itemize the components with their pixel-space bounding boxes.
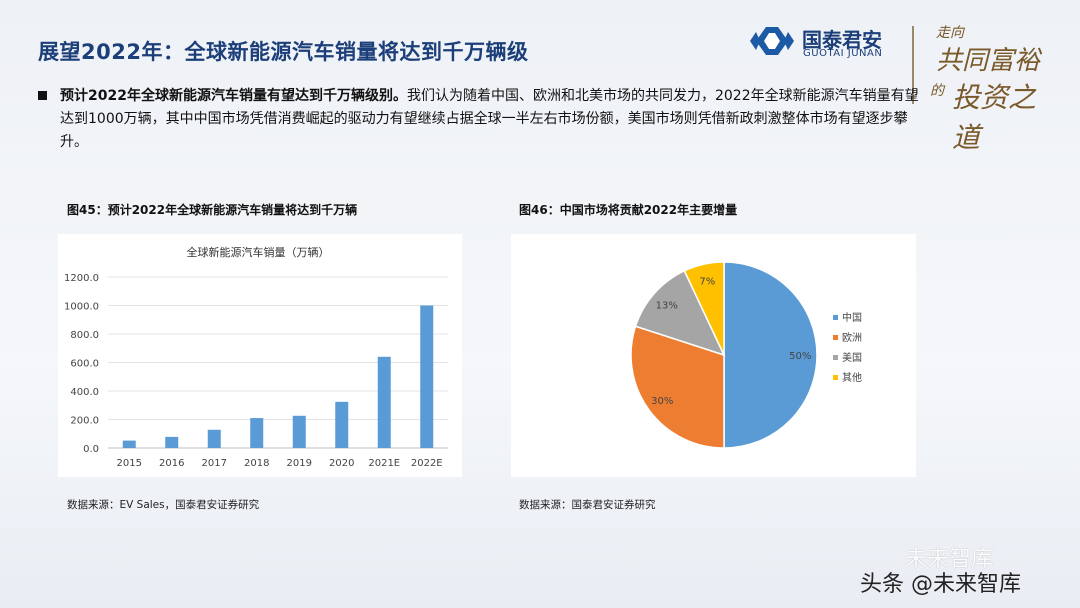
bar-x-tick-label: 2020 — [329, 458, 354, 469]
bar-2015 — [122, 440, 136, 448]
bullet-text: 预计2022年全球新能源汽车销量有望达到千万辆级别。我们认为随着中国、欧洲和北美… — [60, 85, 928, 154]
bar-2016 — [165, 436, 179, 448]
bar-x-tick-label: 2017 — [202, 458, 227, 469]
legend-label: 美国 — [842, 351, 862, 364]
watermark-bottom: 头条 @未来智库 — [860, 572, 1021, 597]
logo-english-name: GUOTAI JUNAN — [803, 48, 883, 59]
bar-2018 — [250, 418, 264, 448]
pie-data-label: 7% — [699, 277, 715, 288]
pie-data-label: 13% — [656, 301, 678, 312]
bar-2020 — [335, 401, 349, 448]
pie-slice-其他 — [683, 261, 725, 356]
bullet-body-text: 我们认为随着中国、欧洲和北美市场的共同发力，2022年全球新能源汽车销量有望达到… — [60, 88, 919, 150]
bar-chart: 全球新能源汽车销量（万辆） 0.0 200.0 400.0 600.0 800.0 100… — [64, 245, 448, 469]
bar-x-tick-label: 2019 — [287, 458, 312, 469]
legend-swatch — [833, 375, 838, 380]
fig46-source: 数据来源：国泰君安证券研究 — [519, 499, 656, 511]
legend-label: 其他 — [842, 371, 862, 384]
legend-swatch — [833, 315, 838, 320]
legend-label: 中国 — [842, 311, 862, 324]
bar-y-tick-label: 800.0 — [70, 330, 99, 341]
bullet-square-icon — [38, 91, 47, 100]
slogan-line-4: 投资之道 — [952, 81, 1037, 154]
logo-chinese-name: 国泰君安 — [802, 28, 882, 52]
pie-data-label: 50% — [789, 351, 811, 362]
pie-slice-欧洲 — [630, 325, 725, 449]
logo-divider — [912, 26, 914, 104]
page-title: 展望2022年：全球新能源汽车销量将达到千万辆级 — [38, 40, 529, 64]
slogan-line-1: 走向 — [936, 25, 964, 41]
fig46-panel: 50% 30% 13% 7% 中国欧洲美国其他 — [511, 234, 916, 477]
bar-chart-title: 全球新能源汽车销量（万辆） — [187, 245, 330, 259]
bar-2022E — [420, 305, 434, 448]
bar-x-tick-label: 2018 — [244, 458, 269, 469]
bar-y-tick-label: 600.0 — [70, 359, 99, 370]
slogan-line-2: 共同富裕 — [936, 46, 1041, 76]
bar-y-tick-label: 200.0 — [70, 416, 99, 427]
bar-x-tick-label: 2021E — [368, 458, 400, 469]
legend-swatch — [833, 355, 838, 360]
bar-y-tick-label: 1200.0 — [64, 273, 99, 284]
pie-slice-中国 — [723, 261, 818, 449]
company-logo: 国泰君安 GUOTAI JUNAN — [750, 22, 900, 66]
summary-bullet: 预计2022年全球新能源汽车销量有望达到千万辆级别。我们认为随着中国、欧洲和北美… — [38, 85, 928, 154]
pie-data-label: 30% — [651, 396, 673, 407]
bullet-bold-text: 预计2022年全球新能源汽车销量有望达到千万辆级别。 — [60, 88, 407, 104]
bar-y-tick-label: 0.0 — [83, 444, 99, 455]
slogan-line-3: 的 — [930, 83, 944, 99]
bar-y-tick-label: 400.0 — [70, 387, 99, 398]
logo-mark-icon — [750, 27, 794, 55]
fig45-source: 数据来源：EV Sales，国泰君安证券研究 — [67, 499, 260, 511]
bar-2017 — [207, 429, 221, 448]
slogan: 走向 共同富裕 的 投资之道 — [922, 22, 1062, 154]
bar-x-tick-label: 2015 — [117, 458, 142, 469]
bar-2021E — [377, 356, 391, 448]
bar-x-tick-label: 2016 — [159, 458, 184, 469]
pie-slice-美国 — [634, 269, 726, 357]
watermark-top: 未来智库 — [905, 547, 994, 572]
bar-2019 — [292, 415, 306, 448]
legend-swatch — [833, 335, 838, 340]
bar-x-tick-label: 2022E — [411, 458, 443, 469]
fig46-caption: 图46：中国市场将贡献2022年主要增量 — [519, 203, 738, 217]
fig45-caption: 图45：预计2022年全球新能源汽车销量将达到千万辆 — [67, 203, 358, 217]
fig45-panel: 全球新能源汽车销量（万辆） 0.0 200.0 400.0 600.0 800.0 100… — [58, 234, 462, 477]
legend-label: 欧洲 — [842, 332, 862, 344]
bar-y-tick-label: 1000.0 — [64, 302, 99, 313]
